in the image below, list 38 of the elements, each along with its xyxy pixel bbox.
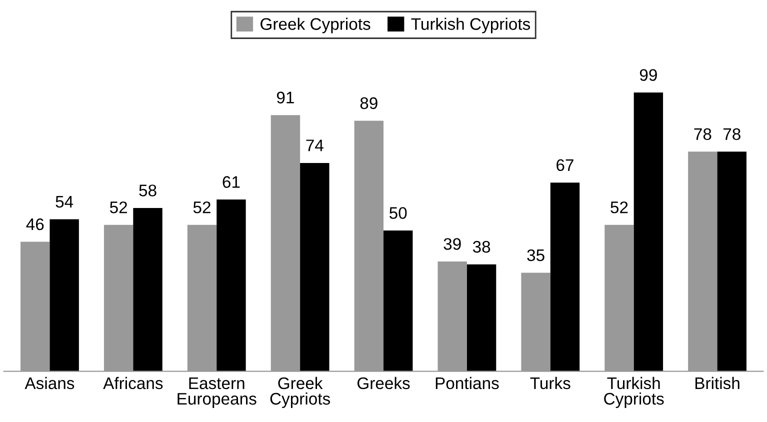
data-label: 39: [444, 238, 461, 250]
bar: [384, 230, 413, 372]
x-tick-label: Eastern Europeans: [178, 378, 256, 408]
data-label: 89: [360, 97, 378, 110]
data-label: 50: [390, 207, 407, 219]
data-label: 67: [556, 159, 574, 172]
bar: [133, 208, 162, 372]
x-tick-label: British: [695, 376, 740, 390]
x-tick-label: Turkish Cypriots: [604, 376, 664, 408]
x-tick-label: Africans: [103, 376, 163, 390]
x-tick-label: Pontians: [436, 376, 499, 390]
bar: [466, 264, 496, 372]
bar: [50, 219, 79, 372]
data-label: 54: [56, 196, 74, 208]
data-label: 61: [222, 176, 240, 188]
data-label: 38: [472, 240, 490, 253]
x-tick-label: Greeks: [357, 376, 410, 390]
x-tick-label: Greek Cypriots: [270, 376, 330, 408]
x-tick-label: Asians: [24, 376, 74, 390]
data-label: 78: [694, 128, 712, 140]
legend-label: Greek Cypriots: [260, 18, 370, 34]
x-tick-label: Turks: [530, 376, 570, 390]
bar: [550, 182, 580, 372]
data-label: 52: [193, 201, 210, 214]
data-label: 74: [306, 140, 324, 152]
data-label: 35: [527, 249, 544, 262]
data-label: 52: [610, 201, 628, 214]
data-label: 91: [276, 92, 294, 104]
data-label: 58: [139, 184, 156, 196]
bar: [300, 162, 330, 372]
data-label: 52: [110, 201, 127, 214]
bar: [717, 152, 746, 372]
data-label: 99: [640, 69, 657, 81]
bar: [634, 92, 664, 372]
bar: [216, 200, 246, 372]
legend-label: Turkish Cypriots: [411, 18, 530, 34]
data-label: 46: [26, 218, 44, 230]
data-label: 78: [723, 128, 740, 140]
